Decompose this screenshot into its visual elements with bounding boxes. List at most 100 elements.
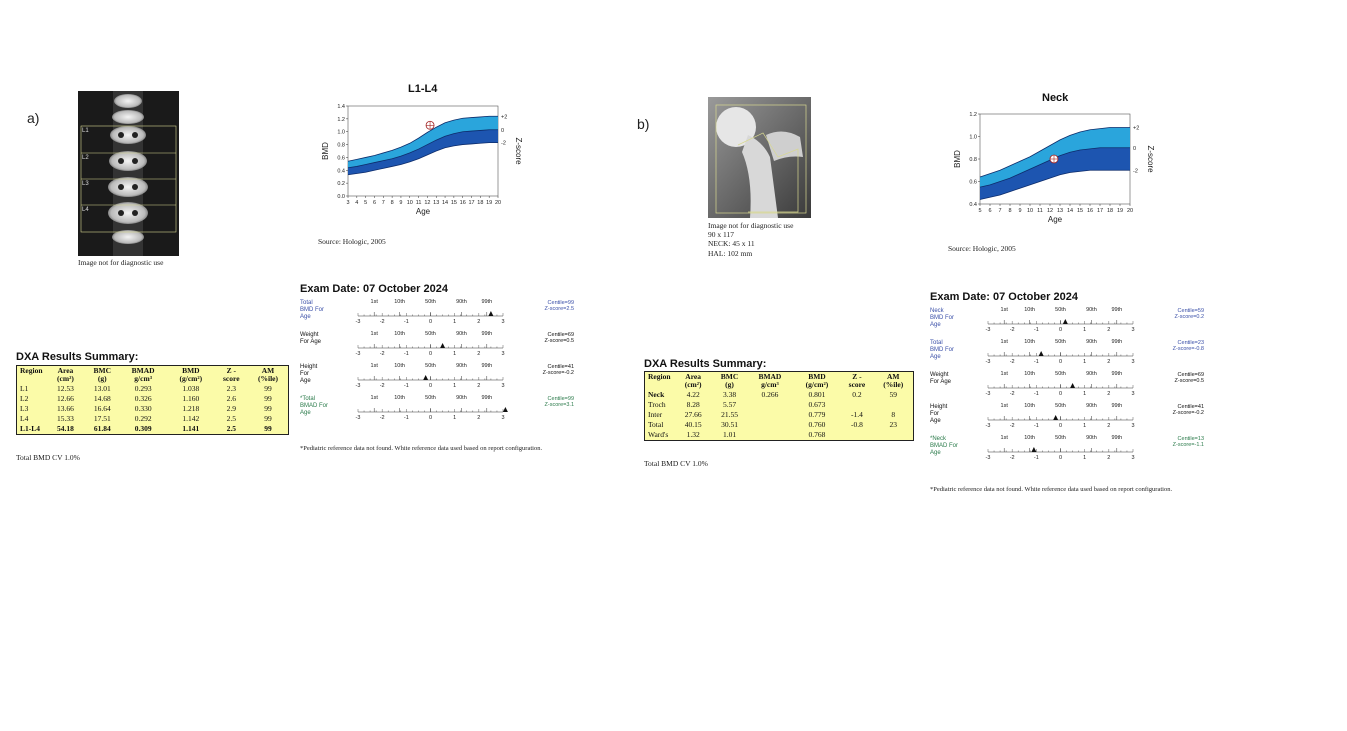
spine-xray-graphic [78,91,179,256]
table-cell: -1.4 [850,410,863,419]
table-cell: L1 [20,384,29,393]
neck-xtick-label: 7 [998,208,1001,214]
scale-b-zscore-tick-label: -3 [986,359,991,365]
scale-b-percentile-label: 50th [1055,339,1066,345]
table-cell: 21.55 [721,410,738,419]
l1l4-upper-band [348,116,498,168]
scale-b-zscore-tick-label: 0 [1059,423,1062,429]
scale-a-centile-value: Centile=99 [548,300,574,306]
scale-b-zscore-tick-label: -2 [1010,455,1015,461]
scale-a-zscore-tick-label: -2 [380,319,385,325]
scale-a-zscore-tick-label: 2 [477,415,480,421]
table-cell: 12.66 [57,394,74,403]
scale-b-percentile-label: 90th [1086,339,1097,345]
l1l4-ytick-label: 1.4 [337,104,345,110]
neck-xtick-label: 11 [1037,208,1043,214]
neck-lower-band [980,147,1130,200]
scale-b-zscore-tick-label: 2 [1107,455,1110,461]
table-cell: 0.673 [808,400,826,409]
scale-b-scale-label: For Age [930,379,952,385]
scale-a-zscore-tick-label: 3 [501,383,504,389]
scale-a-zscore-tick-label: -1 [404,383,409,389]
scale-a-zscore-tick-label: -2 [380,415,385,421]
scale-b-percentile-label: 10th [1024,371,1035,377]
l1l4-xtick-label: 15 [451,200,457,206]
table-cell: 5.57 [722,400,737,409]
scale-b-zscore-tick-label: -1 [1034,327,1039,333]
scale-a-percentile-label: 90th [456,363,467,369]
scale-b-centile-value: Centile=69 [1178,372,1204,378]
table-cell [746,410,793,420]
scale-a-scale-label: Age [300,410,311,416]
neck-xtick-label: 9 [1018,208,1021,214]
scale-b-percentile-label: 99th [1111,371,1122,377]
scale-b-percentile-label: 1st [1001,307,1009,313]
scale-a-scale-label: BMAD For [300,403,328,409]
vertebra-label-l2: L2 [82,155,89,161]
table-cell: 99 [264,384,272,393]
table-cell: 1.32 [686,430,700,439]
scale-a-patient-marker [440,343,446,348]
table-cell: 0.801 [808,390,826,399]
table-cell [873,430,913,441]
scale-b-patient-marker [1038,351,1044,356]
scale-a-percentile-label: 1st [371,331,379,337]
scale-a-percentile-label: 99th [481,331,492,337]
vertebra-label-l3: L3 [82,181,89,187]
footnote-b: *Pediatric reference data not found. Whi… [930,486,1173,493]
l1l4-xtick-label: 17 [468,200,474,206]
results-table-a-wrap: Region Area (cm²) BMC (g) BMAD g/cm³ BMD (g/… [16,365,289,435]
neck-xtick-label: 13 [1057,208,1063,214]
column-header: Area (cm²) [684,372,702,389]
scale-a-zscore-value: Z-score=3.1 [545,402,575,408]
l1l4-upper-line [347,115,498,162]
table-cell: 0.779 [808,410,826,419]
scale-b-scale-label: BMD For [930,347,954,353]
scale-a-centile-value: Centile=99 [548,396,574,402]
summary-title-b: DXA Results Summary: [644,358,767,370]
l1l4-ylabel: BMD [321,142,330,160]
neck-xtick-label: 6 [988,208,991,214]
table-cell: 99 [264,414,272,423]
table-cell: 12.53 [57,384,74,393]
scale-a-zscore-tick-label: -3 [356,415,361,421]
l1l4-y2label: Z-score [514,137,523,165]
panel-a-label: a) [27,110,40,126]
exam-date-b: Exam Date: 07 October 2024 [930,291,1078,303]
table-row: L3 13.66 16.64 0.330 1.218 2.9 99 [17,404,289,414]
scale-a-scale-label: Total [300,300,313,306]
scale-b-percentile-label: 10th [1024,307,1035,313]
table-cell: 13.01 [93,384,111,393]
scale-b-percentile-label: 99th [1111,307,1122,313]
scale-a-zscore-tick-label: 3 [501,351,504,357]
source-a: Source: Hologic, 2005 [318,237,386,246]
table-cell: L4 [20,414,29,423]
table-cell: 1.141 [182,424,200,433]
table-cell: 1.218 [182,404,200,413]
scale-a-zscore-tick-label: -3 [356,351,361,357]
scale-b-zscore-tick-label: 2 [1107,327,1110,333]
scale-b-zscore-value: Z-score=0.5 [1175,378,1205,384]
scale-a-patient-marker [423,375,429,380]
l1l4-y2tick-label: -2 [501,141,506,147]
l1l4-xtick-label: 4 [355,200,358,206]
l1l4-ytick-label: 0.6 [337,155,345,161]
table-cell: 1.160 [182,394,200,403]
zscore-scales-a: Total BMD For Age 1st 10th 50th 90th 99th -3 -2 -1… [300,296,580,426]
neck-ylabel: BMD [953,150,962,168]
l1l4-ytick-label: 1.2 [337,117,345,123]
table-cell [746,430,793,441]
scale-a-zscore-tick-label: 0 [429,415,432,421]
table-cell: 13.66 [57,404,74,413]
scale-a-percentile-label: 50th [425,395,436,401]
scale-b-scale-label: Weight [930,372,949,378]
scale-b-percentile-label: 50th [1055,307,1066,313]
scale-a-scale-label: For [300,371,309,377]
table-cell: 2.5 [226,424,236,433]
scale-b-percentile-label: 1st [1001,435,1009,441]
scale-b-zscore-value: Z-score=-0.2 [1173,410,1204,416]
neck-xtick-label: 12 [1047,208,1053,214]
hip-neck-size: NECK: 45 x 11 [708,239,755,248]
scale-a-scale-label: Age [300,314,311,320]
table-cell: 27.66 [684,410,702,419]
